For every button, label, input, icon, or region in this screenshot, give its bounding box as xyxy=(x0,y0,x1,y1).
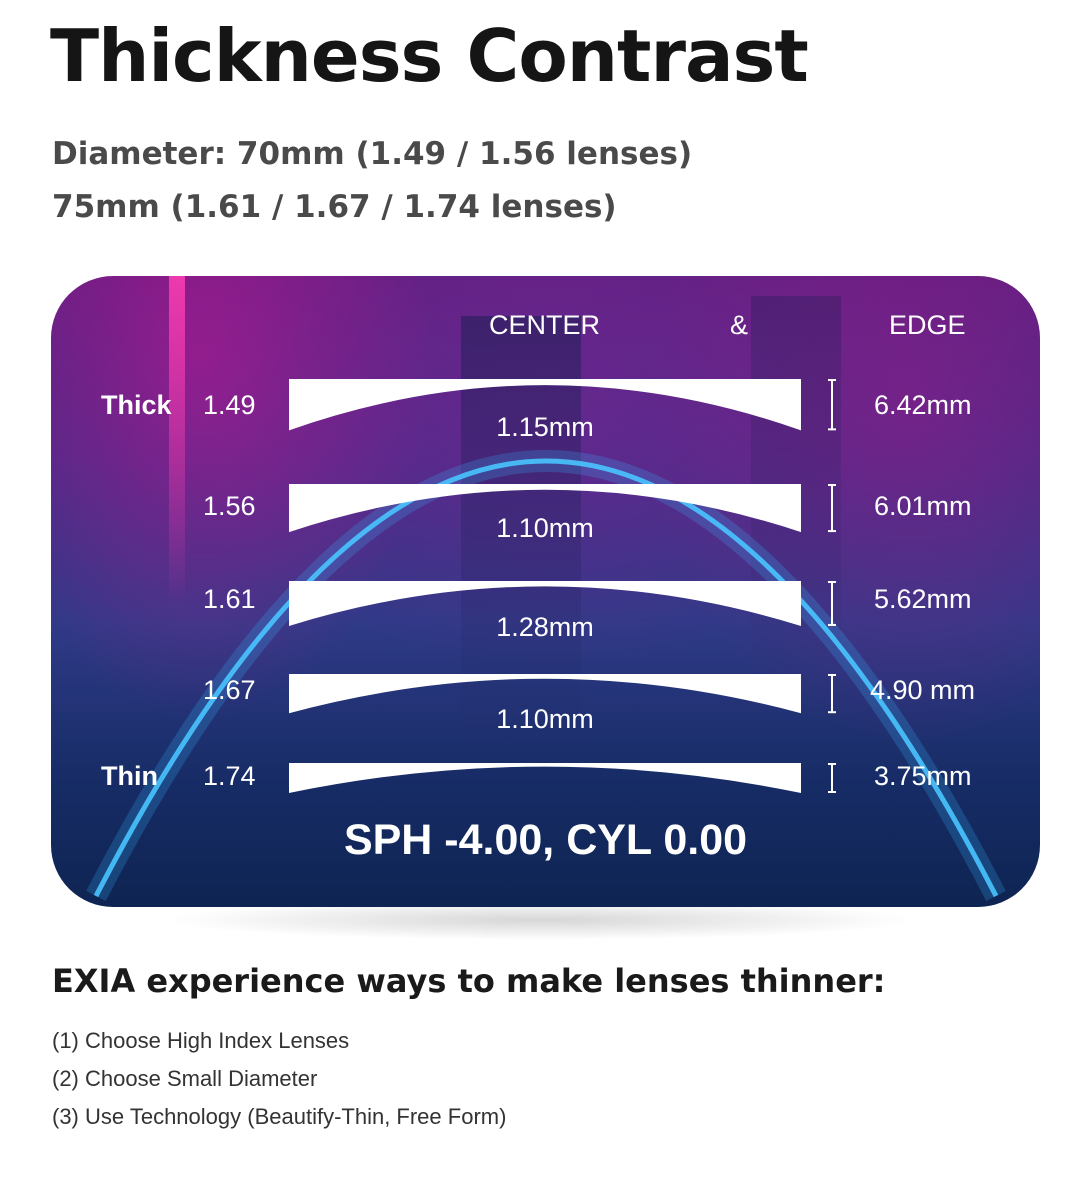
prescription-label: SPH -4.00, CYL 0.00 xyxy=(343,816,748,864)
edge-thickness-1-74: 3.75mm xyxy=(874,761,972,791)
header-ampersand: & xyxy=(730,310,749,340)
ways-title: EXIA experience ways to make lenses thin… xyxy=(52,962,886,1000)
ways-item-2: (2) Choose Small Diameter xyxy=(52,1066,318,1091)
center-thickness-1-67: 1.10mm xyxy=(496,704,594,734)
edge-thickness-1-67: 4.90 mm xyxy=(870,675,976,705)
edge-indicator-1-67 xyxy=(828,674,836,714)
lens-index-1-74: 1.74 xyxy=(203,761,256,791)
lens-profile-1-61 xyxy=(289,581,801,626)
thin-label: Thin xyxy=(101,761,158,791)
lens-profile-1-74 xyxy=(289,763,801,793)
thick-label: Thick xyxy=(101,390,172,420)
header-center: CENTER xyxy=(489,310,601,340)
background-window xyxy=(461,316,581,756)
header-edge: EDGE xyxy=(889,310,966,340)
edge-indicator-1-61 xyxy=(828,581,836,626)
glow-arc xyxy=(93,458,999,898)
edge-thickness-1-56: 6.01mm xyxy=(874,491,972,521)
lens-profile-1-49 xyxy=(289,379,801,431)
center-thickness-1-49: 1.15mm xyxy=(496,412,594,442)
diameter-line-2: 75mm (1.61 / 1.67 / 1.74 lenses) xyxy=(52,189,617,225)
panel-background-art xyxy=(86,276,1006,902)
edge-thickness-1-61: 5.62mm xyxy=(874,584,972,614)
lens-index-1-49: 1.49 xyxy=(203,390,256,420)
center-thickness-1-56: 1.10mm xyxy=(496,513,594,543)
edge-indicator-1-74 xyxy=(828,763,836,793)
lens-index-1-56: 1.56 xyxy=(203,491,256,521)
center-thickness-1-61: 1.28mm xyxy=(496,612,594,642)
lens-index-1-67: 1.67 xyxy=(203,675,256,705)
lens-profiles xyxy=(289,379,836,793)
ways-item-3: (3) Use Technology (Beautify-Thin, Free … xyxy=(52,1104,507,1129)
neon-pillar xyxy=(169,276,185,606)
ways-item-1: (1) Choose High Index Lenses xyxy=(52,1028,350,1053)
page-title: Thickness Contrast xyxy=(50,14,809,98)
lens-profile-1-56 xyxy=(289,484,801,533)
diameter-line-1: Diameter: 70mm (1.49 / 1.56 lenses) xyxy=(52,136,693,172)
thickness-panel: CENTER & EDGE Thick Thin 1.49 1.56 1.61 … xyxy=(51,276,1040,907)
edge-indicator-1-49 xyxy=(828,379,836,431)
edge-indicator-1-56 xyxy=(828,484,836,533)
edge-thickness-1-49: 6.42mm xyxy=(874,390,972,420)
lens-index-1-61: 1.61 xyxy=(203,584,256,614)
lens-profile-1-67 xyxy=(289,674,801,714)
